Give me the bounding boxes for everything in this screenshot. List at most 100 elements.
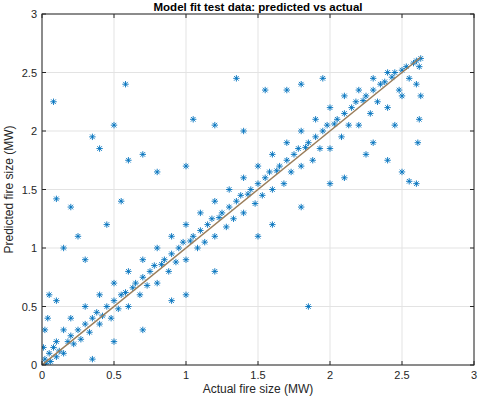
point <box>197 210 203 216</box>
point <box>288 169 294 175</box>
point <box>269 186 275 192</box>
point <box>324 122 330 128</box>
tick-y <box>42 14 46 15</box>
point <box>392 122 398 128</box>
tick-x <box>186 361 187 365</box>
tick-y <box>42 248 46 249</box>
point <box>68 204 74 210</box>
tick-y <box>470 248 474 249</box>
point <box>226 204 232 210</box>
point <box>252 200 258 206</box>
point <box>317 145 323 151</box>
point <box>320 128 326 134</box>
point <box>96 292 102 298</box>
point <box>305 140 311 146</box>
chart: 00.511.522.5300.511.522.53Model fit test… <box>0 0 479 400</box>
point <box>255 163 261 169</box>
point <box>82 321 88 327</box>
point <box>125 268 131 274</box>
point <box>96 321 102 327</box>
point <box>255 233 261 239</box>
point <box>259 192 265 198</box>
point <box>341 93 347 99</box>
point <box>140 327 146 333</box>
tick-label-y: 2 <box>31 125 37 137</box>
point <box>384 104 390 110</box>
point <box>183 221 189 227</box>
tick-label-y: 0 <box>31 359 37 371</box>
point <box>53 338 59 344</box>
point <box>183 163 189 169</box>
point <box>190 233 196 239</box>
point <box>86 329 92 335</box>
point <box>269 151 275 157</box>
point <box>374 99 380 105</box>
point <box>346 122 352 128</box>
tick-x <box>402 361 403 365</box>
point <box>46 292 52 298</box>
point <box>341 175 347 181</box>
point <box>363 93 369 99</box>
tick-y <box>470 72 474 73</box>
point <box>154 169 160 175</box>
point <box>68 315 74 321</box>
point <box>353 99 359 105</box>
point <box>233 75 239 81</box>
point <box>356 122 362 128</box>
y-axis-label: Predicted fire size (MW) <box>2 125 16 253</box>
point <box>82 257 88 263</box>
tick-y <box>470 14 474 15</box>
tick-y <box>470 365 474 366</box>
point <box>190 116 196 122</box>
point <box>327 145 333 151</box>
point <box>406 178 412 184</box>
point <box>78 336 84 342</box>
tick-label-x: 1 <box>183 369 189 381</box>
point <box>295 145 301 151</box>
point <box>104 303 110 309</box>
point <box>341 110 347 116</box>
point <box>168 251 174 257</box>
point <box>50 99 56 105</box>
point <box>266 169 272 175</box>
point <box>327 104 333 110</box>
tick-x <box>474 361 475 365</box>
tick-label-y: 1 <box>31 242 37 254</box>
point <box>284 140 290 146</box>
tick-y <box>42 131 46 132</box>
point <box>262 175 268 181</box>
point <box>219 210 225 216</box>
point <box>197 227 203 233</box>
tick-y <box>470 131 474 132</box>
point <box>50 344 56 350</box>
point <box>384 157 390 163</box>
point <box>168 297 174 303</box>
point <box>334 116 340 122</box>
point <box>60 245 66 251</box>
point <box>269 221 275 227</box>
point <box>370 140 376 146</box>
point <box>53 297 59 303</box>
point <box>363 151 369 157</box>
point <box>89 356 95 362</box>
point <box>202 239 208 245</box>
point <box>140 151 146 157</box>
axes-frame <box>42 14 474 365</box>
tick-label-y: 2.5 <box>22 67 37 79</box>
point <box>298 204 304 210</box>
ticks: 00.511.522.5300.511.522.53 <box>22 8 477 381</box>
tick-x <box>258 14 259 18</box>
tick-label-y: 1.5 <box>22 184 37 196</box>
plot-area <box>42 14 474 365</box>
tick-x <box>258 361 259 365</box>
point <box>238 192 244 198</box>
point <box>194 245 200 251</box>
point <box>416 116 422 122</box>
point <box>154 245 160 251</box>
tick-y <box>470 306 474 307</box>
point <box>161 257 167 263</box>
x-axis-label: Actual fire size (MW) <box>203 382 314 396</box>
tick-label-y: 0.5 <box>22 301 37 313</box>
point <box>212 268 218 274</box>
tick-x <box>114 14 115 18</box>
